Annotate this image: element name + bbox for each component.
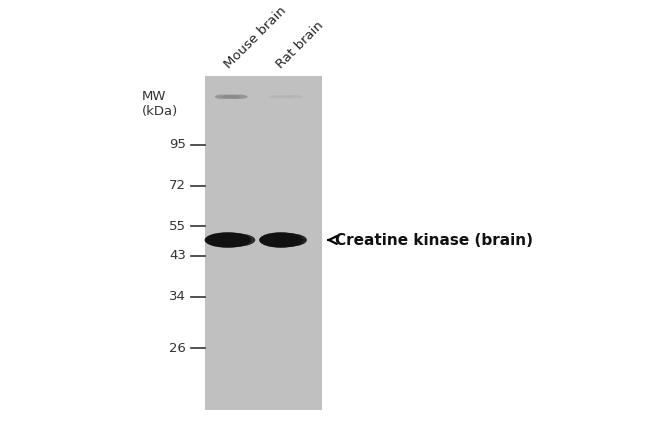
Bar (205, 76, 322, 409)
Text: 55: 55 (169, 220, 186, 233)
Text: MW
(kDa): MW (kDa) (142, 90, 178, 118)
Ellipse shape (278, 95, 294, 98)
Ellipse shape (270, 235, 296, 245)
Text: 95: 95 (169, 138, 186, 151)
Text: Creatine kinase (brain): Creatine kinase (brain) (335, 233, 533, 248)
Text: 26: 26 (169, 342, 186, 355)
Ellipse shape (272, 233, 307, 247)
Ellipse shape (287, 95, 303, 98)
Ellipse shape (259, 232, 303, 248)
Ellipse shape (268, 95, 285, 98)
Text: Rat brain: Rat brain (274, 19, 326, 71)
Ellipse shape (217, 233, 255, 247)
Ellipse shape (222, 95, 240, 99)
Text: 34: 34 (169, 290, 186, 303)
Text: 72: 72 (169, 179, 186, 192)
Ellipse shape (230, 95, 248, 99)
Ellipse shape (214, 95, 232, 99)
Text: Mouse brain: Mouse brain (222, 4, 289, 71)
Text: 43: 43 (169, 249, 186, 262)
Ellipse shape (205, 232, 251, 248)
Ellipse shape (218, 235, 244, 245)
